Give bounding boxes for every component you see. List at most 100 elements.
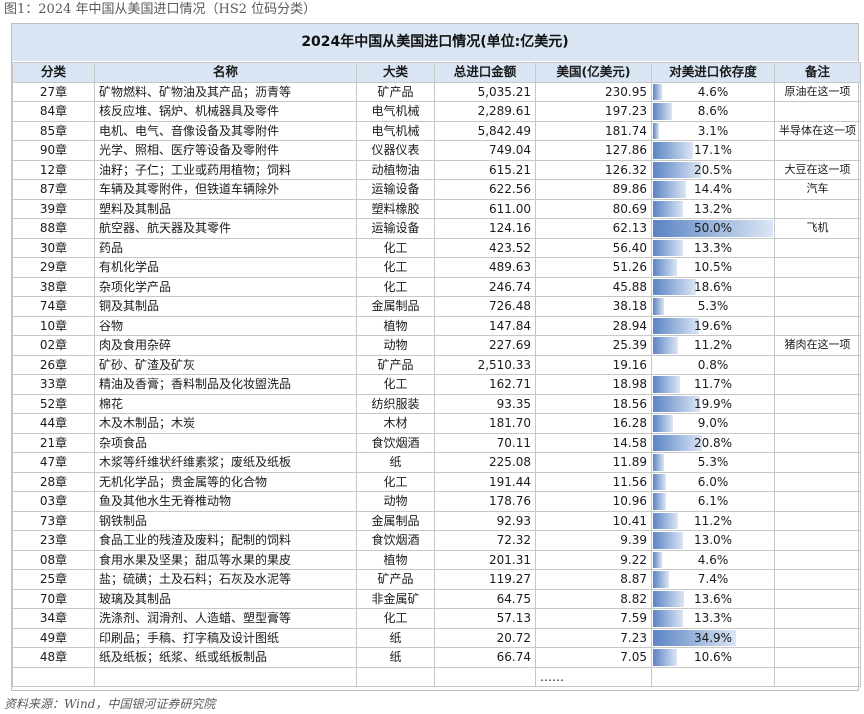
ellipsis: …… [535, 666, 652, 687]
dependence-bar [653, 161, 702, 178]
dependence-value: 0.8% [697, 357, 729, 372]
cell-name: 有机化学品 [94, 257, 357, 278]
cell-total: 611.00 [434, 198, 536, 219]
cell-category: 运输设备 [356, 179, 435, 200]
dependence-bar [653, 103, 672, 120]
cell-category: 化工 [356, 471, 435, 492]
cell-code: 47章 [12, 452, 95, 473]
cell-name: 电机、电气、音像设备及其零附件 [94, 120, 357, 141]
dependence-value: 10.5% [693, 260, 733, 275]
cell-us: 11.89 [535, 452, 652, 473]
cell-note [774, 569, 861, 590]
cell-us: 127.86 [535, 140, 652, 161]
dependence-bar [653, 83, 663, 100]
table-row: 33章 精油及香膏；香料制品及化妆盥洗品 化工 162.71 18.98 11.7% [12, 374, 861, 395]
dependence-value: 20.8% [693, 435, 733, 450]
cell-us: 7.23 [535, 627, 652, 648]
cell-code: 12章 [12, 159, 95, 180]
cell-total: 5,035.21 [434, 81, 536, 102]
cell-note [774, 452, 861, 473]
cell-name: 木浆等纤维状纤维素浆；废纸及纸板 [94, 452, 357, 473]
cell-code: 33章 [12, 374, 95, 395]
cell-us: 80.69 [535, 198, 652, 219]
cell-name: 肉及食用杂碎 [94, 335, 357, 356]
dependence-value: 5.3% [697, 455, 729, 470]
dependence-bar [653, 571, 670, 588]
cell-note [774, 237, 861, 258]
header-dependence: 对美进口依存度 [651, 62, 775, 83]
dependence-value: 13.3% [693, 611, 733, 626]
cell-us: 9.39 [535, 530, 652, 551]
figure-title: 图1：2024 年中国从美国进口情况（HS2 位码分类） [4, 2, 317, 17]
cell-total: 20.72 [434, 627, 536, 648]
cell-code: 02章 [12, 335, 95, 356]
ellipsis-cell [651, 666, 775, 687]
cell-name: 车辆及其零附件，但铁道车辆除外 [94, 179, 357, 200]
cell-dependence: 8.6% [651, 101, 775, 122]
cell-total: 162.71 [434, 374, 536, 395]
table-row: 87章 车辆及其零附件，但铁道车辆除外 运输设备 622.56 89.86 14.4% 汽车 [12, 179, 861, 200]
cell-us: 11.56 [535, 471, 652, 492]
cell-us: 19.16 [535, 354, 652, 375]
dependence-bar [653, 220, 773, 237]
table-row: 38章 杂项化学产品 化工 246.74 45.88 18.6% [12, 276, 861, 297]
cell-total: 246.74 [434, 276, 536, 297]
cell-total: 2,289.61 [434, 101, 536, 122]
ellipsis-cell [94, 666, 357, 687]
dependence-bar [653, 629, 737, 646]
cell-us: 181.74 [535, 120, 652, 141]
cell-us: 89.86 [535, 179, 652, 200]
cell-code: 30章 [12, 237, 95, 258]
cell-us: 25.39 [535, 335, 652, 356]
cell-name: 钢铁制品 [94, 510, 357, 531]
dependence-bar [653, 610, 684, 627]
dependence-bar [653, 337, 679, 354]
cell-total: 423.52 [434, 237, 536, 258]
dependence-bar [653, 473, 666, 490]
dependence-value: 11.2% [693, 513, 733, 528]
cell-category: 动物 [356, 491, 435, 512]
cell-category: 动物 [356, 335, 435, 356]
cell-note [774, 549, 861, 570]
dependence-value: 19.6% [693, 318, 733, 333]
dependence-value: 11.2% [693, 338, 733, 353]
cell-name: 食品工业的残渣及废料；配制的饲料 [94, 530, 357, 551]
cell-name: 木及木制品；木炭 [94, 413, 357, 434]
cell-dependence: 3.1% [651, 120, 775, 141]
cell-code: 73章 [12, 510, 95, 531]
table-row: 49章 印刷品；手稿、打字稿及设计图纸纸 20.72 7.23 34.9% [12, 627, 861, 648]
dependence-value: 10.6% [693, 650, 733, 665]
cell-category: 矿产品 [356, 354, 435, 375]
header-us: 美国(亿美元) [535, 62, 652, 83]
table-row: 29章 有机化学品 化工 489.63 51.26 10.5% [12, 257, 861, 278]
dependence-value: 14.4% [693, 182, 733, 197]
cell-total: 181.70 [434, 413, 536, 434]
ellipsis-cell [356, 666, 435, 687]
dependence-value: 13.6% [693, 591, 733, 606]
cell-code: 27章 [12, 81, 95, 102]
cell-name: 谷物 [94, 315, 357, 336]
cell-dependence: 7.4% [651, 569, 775, 590]
cell-total: 489.63 [434, 257, 536, 278]
cell-category: 金属制品 [356, 296, 435, 317]
table-row: 34章 洗涤剂、润滑剂、人造蜡、塑型膏等 化工 57.13 7.59 13.3% [12, 608, 861, 629]
cell-note [774, 647, 861, 668]
dependence-value: 20.5% [693, 162, 733, 177]
dependence-value: 5.3% [697, 299, 729, 314]
cell-note [774, 608, 861, 629]
cell-note [774, 101, 861, 122]
cell-dependence: 11.7% [651, 374, 775, 395]
dependence-bar [653, 376, 680, 393]
cell-note [774, 198, 861, 219]
table-row: 39章 塑料及其制品 塑料橡胶 611.00 80.69 13.2% [12, 198, 861, 219]
cell-dependence: 13.6% [651, 588, 775, 609]
cell-code: 88章 [12, 218, 95, 239]
cell-note [774, 393, 861, 414]
cell-code: 10章 [12, 315, 95, 336]
table-row: 52章 棉花 纺织服装 93.35 18.56 19.9% [12, 393, 861, 414]
dependence-value: 6.1% [697, 494, 729, 509]
cell-us: 38.18 [535, 296, 652, 317]
cell-note [774, 315, 861, 336]
cell-code: 90章 [12, 140, 95, 161]
cell-code: 49章 [12, 627, 95, 648]
